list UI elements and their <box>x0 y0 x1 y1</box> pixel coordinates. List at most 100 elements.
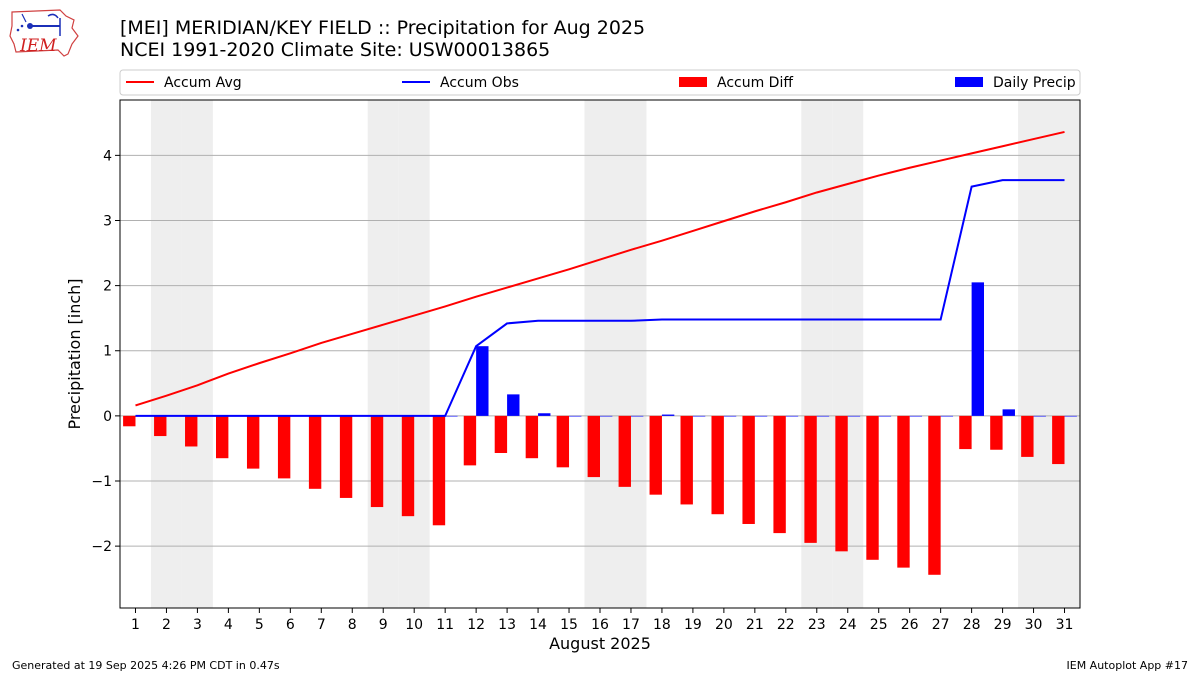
accum-diff-bar <box>804 415 817 543</box>
accum-diff-bar <box>463 415 477 466</box>
accum-diff-bar <box>990 415 1003 450</box>
x-tick-label: 3 <box>193 617 202 633</box>
y-axis-label: Precipitation [inch] <box>65 278 84 429</box>
x-tick-label: 1 <box>131 617 140 633</box>
accum-diff-bar <box>370 415 384 508</box>
accum-avg-line <box>135 130 1065 407</box>
accum-diff-bar <box>1052 415 1065 465</box>
x-tick-label: 24 <box>839 617 857 633</box>
weekend-shade <box>1049 100 1080 608</box>
accum-obs-line <box>135 179 1065 417</box>
daily-precip-bar <box>1002 409 1015 416</box>
daily-precip-bar <box>445 415 458 417</box>
legend-label: Daily Precip <box>993 75 1076 91</box>
daily-precip-bar <box>940 415 954 417</box>
daily-precip-bar <box>476 346 489 416</box>
daily-precip-bar <box>1033 415 1046 417</box>
x-axis-label: August 2025 <box>549 634 651 653</box>
weekend-shade <box>367 100 399 608</box>
x-tick-label: 16 <box>591 617 609 633</box>
generated-timestamp: Generated at 19 Sep 2025 4:26 PM CDT in … <box>12 659 280 672</box>
x-tick-label: 4 <box>224 617 233 633</box>
app-label: IEM Autoplot App #17 <box>1066 659 1189 672</box>
accum-diff-bar <box>246 415 260 469</box>
x-tick-label: 12 <box>467 617 485 633</box>
x-tick-label: 20 <box>715 617 733 633</box>
daily-precip-bar <box>816 415 830 417</box>
accum-diff-bar <box>123 415 136 427</box>
weekend-shade <box>150 100 182 608</box>
legend-label: Accum Diff <box>717 75 793 91</box>
weekend-shade <box>181 100 213 608</box>
x-tick-label: 6 <box>286 617 295 633</box>
daily-precip-bar <box>878 415 892 417</box>
iem-logo: IEM <box>9 9 79 57</box>
y-tick-label: −2 <box>91 539 112 555</box>
accum-diff-bar <box>432 415 446 526</box>
daily-precip-bar <box>847 415 861 417</box>
logo-text: IEM <box>19 36 57 56</box>
x-tick-label: 14 <box>529 617 547 633</box>
x-tick-label: 13 <box>498 617 516 633</box>
weekend-shade <box>584 100 616 608</box>
x-tick-label: 22 <box>777 617 795 633</box>
accum-diff-bar <box>154 415 167 437</box>
accum-diff-bar <box>897 415 910 568</box>
daily-precip-bar <box>569 415 582 417</box>
x-tick-label: 28 <box>963 617 981 633</box>
legend-label: Accum Avg <box>164 75 242 91</box>
accum-diff-bar <box>835 415 848 552</box>
accum-diff-bar <box>866 415 879 560</box>
daily-precip-bar <box>971 282 984 416</box>
accum-diff-bar <box>339 415 353 498</box>
weekend-shade <box>398 100 430 608</box>
accum-diff-bar <box>185 415 198 447</box>
accum-diff-bar <box>525 415 539 459</box>
accum-diff-bar <box>216 415 229 459</box>
y-tick-label: 0 <box>103 409 112 425</box>
accum-diff-bar <box>494 415 508 453</box>
x-tick-label: 25 <box>870 617 888 633</box>
x-tick-label: 19 <box>684 617 702 633</box>
accum-diff-bar <box>928 415 941 575</box>
daily-precip-bar <box>909 415 923 417</box>
x-tick-label: 29 <box>994 617 1012 633</box>
accum-diff-bar <box>680 415 693 505</box>
weekend-shade <box>1018 100 1050 608</box>
y-tick-label: −1 <box>91 474 112 490</box>
accum-diff-bar <box>401 415 415 517</box>
x-tick-label: 9 <box>379 617 388 633</box>
accum-diff-bar <box>308 415 322 489</box>
x-tick-label: 17 <box>622 617 640 633</box>
legend-label: Accum Obs <box>440 75 519 91</box>
daily-precip-bar <box>692 415 706 417</box>
accum-diff-bar <box>556 415 570 468</box>
accum-diff-bar <box>773 415 786 534</box>
y-tick-label: 4 <box>103 148 112 164</box>
daily-precip-bar <box>630 415 644 417</box>
x-tick-label: 5 <box>255 617 264 633</box>
legend-box <box>119 69 1081 96</box>
x-tick-label: 27 <box>932 617 950 633</box>
accum-diff-bar <box>711 415 724 515</box>
x-tick-label: 18 <box>653 617 671 633</box>
x-tick-label: 8 <box>348 617 357 633</box>
daily-precip-bar <box>723 415 737 417</box>
daily-precip-bar <box>785 415 799 417</box>
accum-diff-bar <box>277 415 291 479</box>
y-tick-label: 3 <box>103 213 112 229</box>
x-tick-label: 15 <box>560 617 578 633</box>
y-tick-label: 2 <box>103 279 112 295</box>
daily-precip-bar <box>1064 415 1077 417</box>
accum-diff-bar <box>618 415 631 487</box>
x-tick-label: 30 <box>1025 617 1043 633</box>
daily-precip-bar <box>754 415 768 417</box>
accum-diff-bar <box>649 415 662 495</box>
accum-diff-bar <box>742 415 755 524</box>
x-tick-label: 11 <box>436 617 454 633</box>
x-tick-label: 31 <box>1056 617 1074 633</box>
daily-precip-bar <box>538 413 551 416</box>
accum-diff-bar <box>587 415 600 478</box>
legend-swatch-bar <box>679 77 707 87</box>
